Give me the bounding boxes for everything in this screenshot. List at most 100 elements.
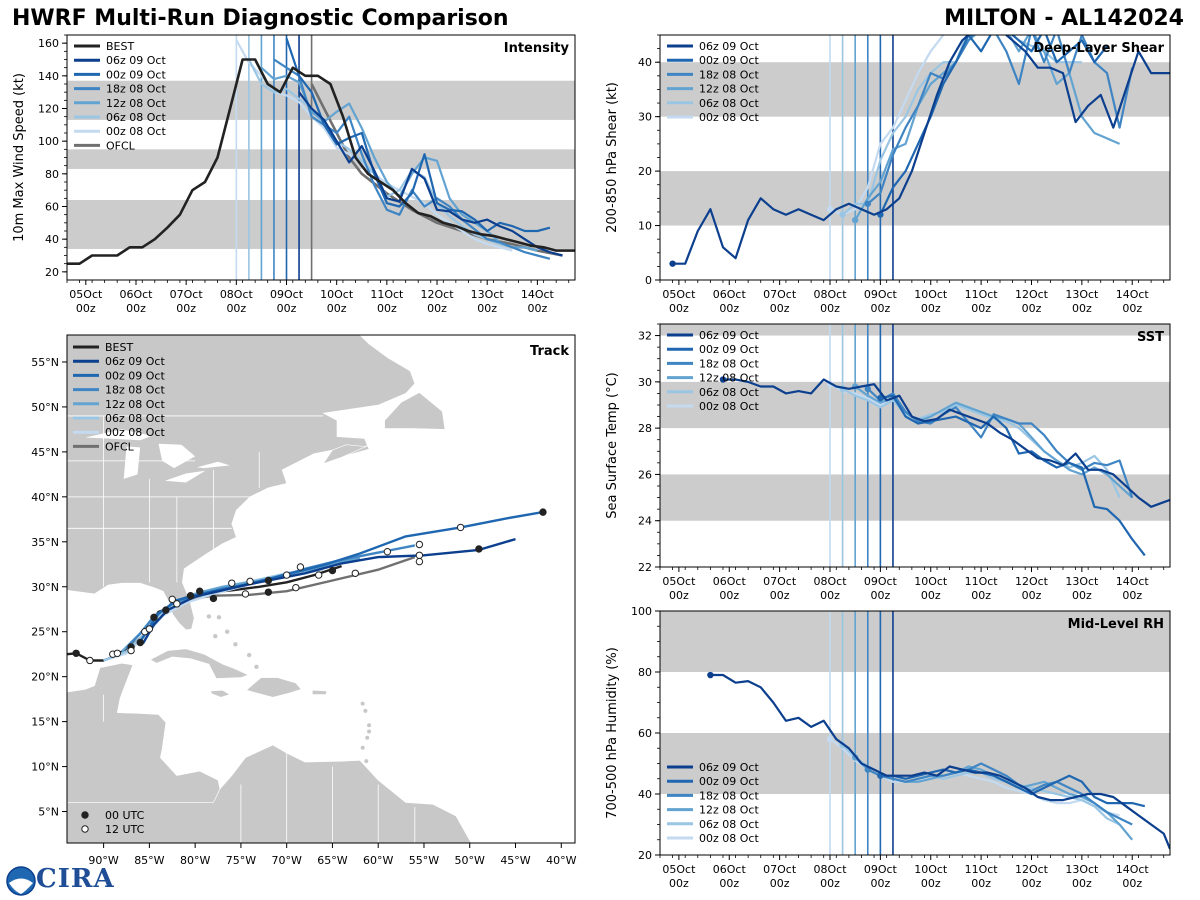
intensity-ytick-label: 80 [45, 168, 59, 181]
great-lake [158, 443, 196, 469]
sst-xtick-label: 09Oct [864, 575, 898, 588]
sst-legend-label: 18z 08 Oct [699, 357, 759, 370]
rh-xtick-sublabel: 00z [921, 877, 941, 890]
intensity-legend-label: 06z 08 Oct [106, 111, 166, 124]
track-marker-12utc [282, 571, 291, 579]
shear-series-start-r18z08 [864, 200, 871, 207]
sst-ytick-label: 26 [638, 468, 652, 481]
sst-band [660, 381, 1170, 429]
rh-plot-area [660, 611, 1170, 855]
sst-series-r00z09 [880, 394, 1146, 557]
track-ytick-label: 15°N [31, 716, 59, 729]
sst-xtick-label: 05Oct [662, 575, 696, 588]
shear-ylabel: 200-850 hPa Shear (kt) [605, 82, 620, 233]
sst-plot-area [660, 324, 1170, 567]
shear-xtick-sublabel: 00z [1122, 302, 1142, 315]
track-ytick-label: 5°N [38, 806, 59, 819]
shear-series-start-r12z08 [851, 216, 859, 224]
shear-xtick-sublabel: 00z [719, 302, 739, 315]
land-nova-scotia [322, 440, 379, 465]
intensity-xtick-label: 06Oct [119, 288, 153, 301]
track-legend-label: 06z 08 Oct [105, 412, 165, 425]
track-marker-00utc [539, 508, 547, 516]
land-bahamas-island [216, 615, 222, 620]
track-xtick-label: 75°W [226, 854, 256, 867]
sst-xtick-sublabel: 00z [1022, 589, 1042, 602]
great-lake [123, 446, 141, 479]
sst-xtick-label: 06Oct [713, 575, 747, 588]
track-xtick-label: 50°W [455, 854, 485, 867]
rh-panel-label: Mid-Level RH [1068, 617, 1164, 632]
shear-xtick-sublabel: 00z [669, 302, 689, 315]
track-marker-00utc [136, 638, 144, 647]
shear-xtick-label: 10Oct [914, 288, 948, 301]
shear-series-r00z09 [879, 35, 1108, 216]
track-marker-12utc [173, 600, 181, 608]
track-marker-00utc [209, 594, 218, 603]
shear-plot-area [660, 35, 1170, 280]
sst-xtick-label: 14Oct [1116, 575, 1150, 588]
shear-band [660, 171, 1170, 226]
rh-ytick-label: 100 [631, 605, 652, 618]
sst-series-start-r06z09 [719, 376, 727, 383]
sst-legend-label: 06z 09 Oct [699, 329, 759, 342]
shear-ytick-label: 40 [638, 56, 652, 69]
track-legend-label: BEST [105, 341, 133, 354]
rh-xtick-label: 06Oct [713, 863, 747, 876]
land-antilles-island [367, 723, 372, 728]
intensity-legend-label: 00z 09 Oct [106, 68, 166, 81]
rh-xtick-label: 07Oct [763, 863, 797, 876]
rh-series-start-r06z09 [707, 671, 714, 679]
intensity-xtick-label: 12Oct [421, 288, 455, 301]
intensity-ytick-label: 120 [38, 103, 59, 116]
sst-xtick-sublabel: 00z [971, 589, 991, 602]
land-north-america [67, 335, 416, 631]
track-marker-00utc [162, 606, 170, 614]
sst-xtick-label: 08Oct [813, 575, 847, 588]
chart-title: HWRF Multi-Run Diagnostic Comparison [12, 6, 509, 31]
shear-legend-label: 12z 08 Oct [699, 83, 759, 96]
land-puerto-rico [311, 689, 328, 695]
track-marker-00utc [475, 545, 483, 553]
rh-legend-label: 00z 09 Oct [699, 775, 759, 788]
shear-ytick-label: 0 [645, 274, 652, 287]
track-legend-label: 12z 08 Oct [105, 398, 165, 411]
intensity-xtick-sublabel: 00z [176, 302, 196, 315]
track-marker-12utc [315, 571, 323, 579]
land-antilles-island [364, 759, 369, 764]
track-marker-12utc [415, 540, 424, 549]
intensity-ylabel: 10m Max Wind Speed (kt) [12, 73, 27, 242]
shear-xtick-label: 08Oct [813, 288, 847, 301]
sst-band [660, 474, 1170, 521]
sst-ytick-label: 28 [638, 422, 652, 435]
sst-ylabel: Sea Surface Temp (°C) [605, 372, 620, 519]
shear-xtick-sublabel: 00z [1072, 302, 1092, 315]
track-frame [66, 334, 576, 844]
sst-xtick-sublabel: 00z [820, 589, 840, 602]
track-marker-legend-symbol [81, 825, 89, 833]
sst-legend-label: 00z 08 Oct [699, 400, 759, 413]
rh-legend-label: 06z 08 Oct [699, 818, 759, 831]
shear-xtick-sublabel: 00z [971, 302, 991, 315]
track-legend-label: OFCL [105, 440, 135, 453]
land-south-america [67, 744, 472, 843]
track-marker-12utc [415, 551, 424, 559]
rh-series-r00z09 [880, 768, 1146, 808]
track-marker-12utc [456, 523, 465, 532]
shear-xtick-label: 11Oct [965, 288, 999, 301]
intensity-xtick-sublabel: 00z [327, 302, 347, 315]
rh-series-r06z09 [710, 673, 1170, 850]
sst-series-r06z09 [723, 378, 1170, 508]
intensity-ytick-label: 20 [45, 266, 59, 279]
shear-xtick-sublabel: 00z [870, 302, 890, 315]
track-ytick-label: 10°N [31, 761, 59, 774]
intensity-legend-label: 00z 08 Oct [106, 125, 166, 138]
intensity-ytick-label: 100 [38, 135, 59, 148]
track-xtick-label: 60°W [363, 854, 393, 867]
track-marker-00utc [264, 576, 273, 585]
rh-xtick-label: 11Oct [965, 863, 999, 876]
sst-xtick-label: 13Oct [1065, 575, 1099, 588]
sst-xtick-sublabel: 00z [669, 589, 689, 602]
track-marker-00utc [328, 566, 337, 575]
intensity-plot-area [67, 35, 575, 280]
